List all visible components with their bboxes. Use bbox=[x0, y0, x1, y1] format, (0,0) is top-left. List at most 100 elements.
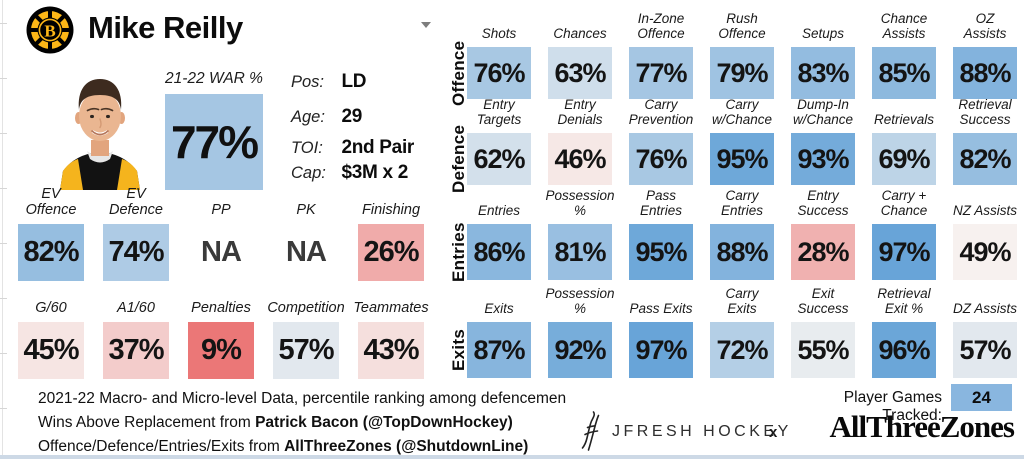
stat-value-box: 76% bbox=[467, 47, 531, 99]
stat-value: 63% bbox=[554, 57, 606, 88]
stat-value-box: 86% bbox=[467, 224, 531, 280]
stat-cell: A1/60 37% bbox=[103, 291, 169, 379]
stat-value: 81% bbox=[554, 236, 606, 267]
stat-label: NZ Assists bbox=[953, 203, 1017, 219]
stat-cell: In-Zone Offence 77% bbox=[629, 8, 693, 99]
zone-cells: Entries 86% Possession % 81% Pass Entrie… bbox=[467, 185, 1017, 280]
stat-cell: PP NA bbox=[188, 193, 254, 281]
stat-label: Finishing bbox=[361, 202, 421, 219]
collab-x-label: x bbox=[769, 424, 778, 441]
war-value-box: 77% bbox=[165, 94, 263, 190]
stat-cell: Retrieval Success 82% bbox=[953, 94, 1017, 185]
stat-value: 96% bbox=[878, 334, 930, 365]
stat-value: NA bbox=[201, 236, 242, 268]
dropdown-filter-icon[interactable] bbox=[421, 22, 431, 28]
stat-label: Entry Targets bbox=[476, 96, 522, 128]
stat-value: 49% bbox=[959, 236, 1011, 267]
stat-value-box: 88% bbox=[953, 47, 1017, 99]
stat-value: 43% bbox=[363, 334, 419, 366]
stat-label: Shots bbox=[481, 26, 517, 42]
zone-cells: Shots 76% Chances 63% In-Zone Offence 77… bbox=[467, 8, 1017, 99]
stat-value-box: 82% bbox=[953, 133, 1017, 185]
footnote-credit-bold: Patrick Bacon (@TopDownHockey) bbox=[255, 414, 513, 431]
stat-label: Rush Offence bbox=[718, 10, 766, 42]
zone-row-label: Entries bbox=[449, 222, 468, 282]
stat-value-box: 74% bbox=[103, 224, 169, 281]
stat-value-box: 63% bbox=[548, 47, 612, 99]
stat-cell: Penalties 9% bbox=[188, 291, 254, 379]
stat-value-box: 72% bbox=[710, 322, 774, 378]
stat-label: Chance Assists bbox=[880, 10, 928, 42]
boston-bruins-logo-icon: B bbox=[26, 6, 74, 54]
footnote-atz-credit: Offence/Defence/Entries/Exits from AllTh… bbox=[38, 438, 528, 456]
zone-row: Offence Shots 76% Chances 63% In-Zone Of… bbox=[449, 8, 1017, 106]
stat-value-box: 95% bbox=[629, 224, 693, 280]
stat-value: 45% bbox=[23, 334, 79, 366]
stat-cell: G/60 45% bbox=[18, 291, 84, 379]
sheet-gridline-tick bbox=[0, 408, 7, 409]
svg-text:B: B bbox=[44, 22, 55, 41]
stat-value: 57% bbox=[278, 334, 334, 366]
stat-value-box: 43% bbox=[358, 322, 424, 379]
stat-value-box: 46% bbox=[548, 133, 612, 185]
stat-value-box: 37% bbox=[103, 322, 169, 379]
info-row-cap: Cap: $3M x 2 bbox=[291, 162, 408, 184]
stat-value: 92% bbox=[554, 334, 606, 365]
stat-label: Dump-In w/Chance bbox=[792, 96, 854, 128]
war-value: 77% bbox=[170, 116, 259, 168]
stat-value-box: 83% bbox=[791, 47, 855, 99]
info-value: 29 bbox=[341, 106, 362, 127]
stat-value-box: 57% bbox=[953, 322, 1017, 378]
info-label: TOI: bbox=[291, 139, 323, 157]
stat-value: 9% bbox=[201, 334, 242, 366]
sheet-gridline bbox=[2, 0, 3, 455]
stat-label: Possession % bbox=[545, 285, 615, 317]
skater-row: G/60 45% A1/60 37% Penalties 9% Competit… bbox=[18, 291, 429, 379]
zone-row: Exits Exits 87% Possession % 92% Pass Ex… bbox=[449, 283, 1017, 378]
stat-value-box: 55% bbox=[791, 322, 855, 378]
stat-value: 46% bbox=[554, 143, 606, 174]
zone-row: Entries Entries 86% Possession % 81% Pas… bbox=[449, 185, 1017, 282]
war-label: 21-22 WAR % bbox=[165, 70, 263, 87]
stat-cell: Chance Assists 85% bbox=[872, 8, 936, 99]
stat-label: Entry Success bbox=[797, 187, 849, 219]
stat-cell: Entry Denials 46% bbox=[548, 94, 612, 185]
stat-value-box: 69% bbox=[872, 133, 936, 185]
info-value: $3M x 2 bbox=[341, 162, 409, 183]
stat-label: DZ Assists bbox=[953, 301, 1017, 317]
stat-label: A1/60 bbox=[117, 300, 155, 317]
stat-value-box: 95% bbox=[710, 133, 774, 185]
stat-cell: Finishing 26% bbox=[358, 193, 424, 281]
stat-cell: Pass Entries 95% bbox=[629, 185, 693, 280]
stat-value: 83% bbox=[797, 57, 849, 88]
info-row-pos: Pos: LD bbox=[291, 71, 366, 93]
stat-value: 74% bbox=[108, 236, 164, 268]
stat-value: 95% bbox=[716, 143, 768, 174]
stat-cell: Possession % 81% bbox=[545, 185, 615, 280]
stat-value: 76% bbox=[473, 57, 525, 88]
stat-value-box: 85% bbox=[872, 47, 936, 99]
info-row-age: Age: 29 bbox=[291, 106, 362, 128]
stat-cell: DZ Assists 57% bbox=[953, 283, 1017, 378]
stat-value: 82% bbox=[959, 143, 1011, 174]
stat-value-box: 93% bbox=[791, 133, 855, 185]
games-tracked-value: 24 bbox=[972, 387, 991, 407]
stat-cell: Retrieval Exit % 96% bbox=[872, 283, 936, 378]
stat-label: PK bbox=[296, 202, 316, 219]
jfresh-hockey-logo-icon bbox=[580, 411, 604, 451]
stat-value: 76% bbox=[635, 143, 687, 174]
skater-row: EV Offence 82% EV Defence 74% PP NA PK N… bbox=[18, 185, 424, 281]
sheet-gridline-tick bbox=[0, 243, 7, 244]
stat-label: Carry Entries bbox=[720, 187, 764, 219]
stat-label: Retrievals bbox=[873, 112, 935, 128]
stat-label: Exits bbox=[484, 301, 514, 317]
sheet-gridline-tick bbox=[0, 188, 7, 189]
stat-value: 97% bbox=[878, 236, 930, 267]
stat-label: EV Defence bbox=[108, 185, 163, 219]
stat-value-box: 62% bbox=[467, 133, 531, 185]
zone-cells: Entry Targets 62% Entry Denials 46% Carr… bbox=[467, 94, 1017, 185]
stat-value-box: 87% bbox=[467, 322, 531, 378]
stat-value: 26% bbox=[363, 236, 419, 268]
stat-value: 55% bbox=[797, 334, 849, 365]
stat-cell: Competition 57% bbox=[267, 291, 345, 379]
